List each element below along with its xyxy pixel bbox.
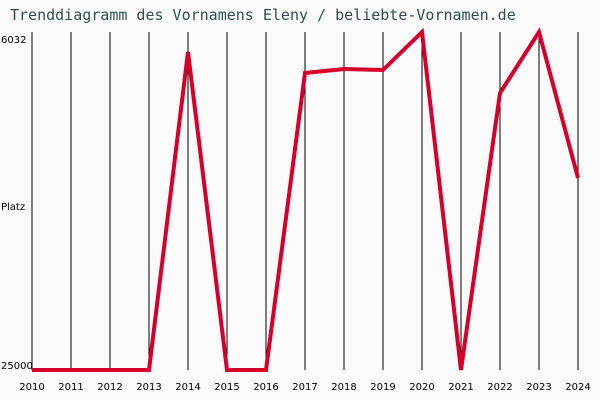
chart-title: Trenddiagramm des Vornamens Eleny / beli… [10, 6, 516, 24]
x-axis-tick-label: 2015 [214, 382, 240, 393]
x-axis-tick-label: 2020 [409, 382, 435, 393]
x-axis-tick-label: 2019 [370, 382, 396, 393]
x-axis-tick-label: 2022 [487, 382, 513, 393]
x-axis-tick-label: 2023 [526, 382, 552, 393]
y-axis-top-label: 6032 [1, 35, 27, 46]
x-axis-tick-label: 2017 [292, 382, 318, 393]
x-axis-tick-label: 2024 [565, 382, 591, 393]
x-axis-tick-label: 2011 [58, 382, 84, 393]
x-axis-tick-label: 2016 [253, 382, 279, 393]
x-axis-tick-label: 2018 [331, 382, 357, 393]
x-axis-tick-label: 2013 [136, 382, 162, 393]
x-axis-tick-label: 2014 [175, 382, 201, 393]
y-axis-label: Platz [1, 202, 26, 213]
x-axis-tick-label: 2021 [448, 382, 474, 393]
x-axis-tick-label: 2012 [97, 382, 123, 393]
data-line [32, 27, 580, 372]
y-axis-bottom-label: 25000 [1, 361, 33, 372]
x-axis-tick-label: 2010 [19, 382, 45, 393]
